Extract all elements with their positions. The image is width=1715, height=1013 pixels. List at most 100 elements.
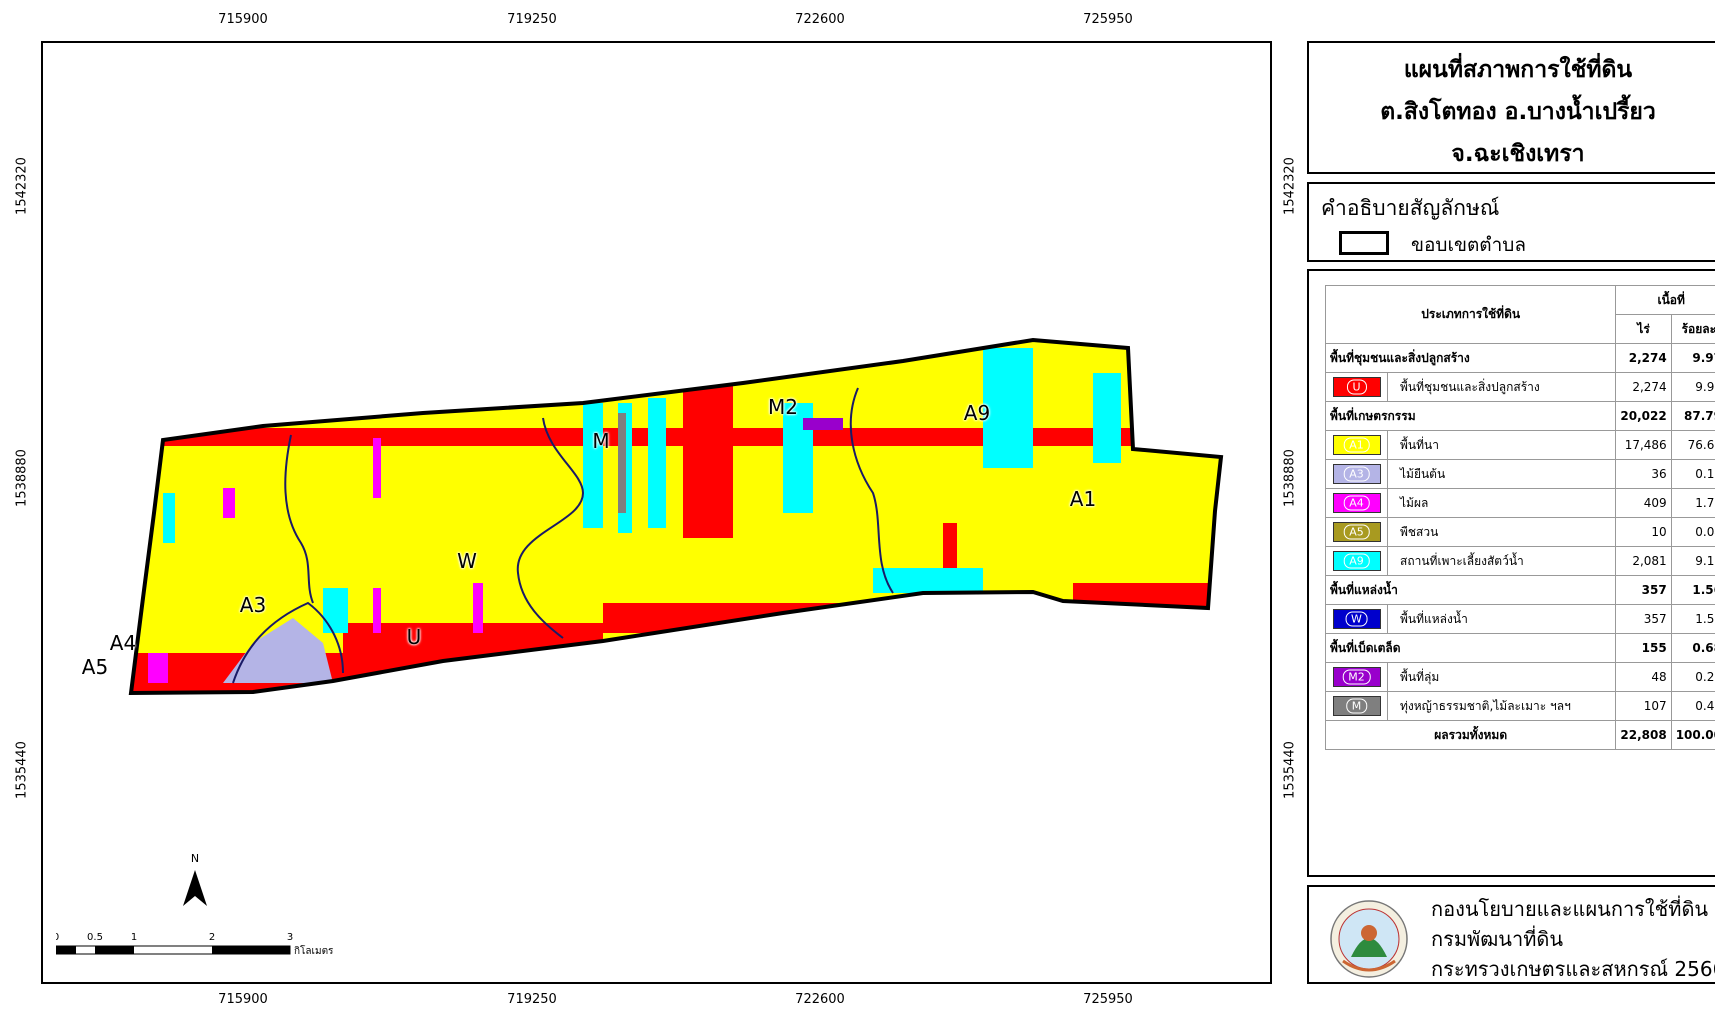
sub-boundary-4 [849, 387, 894, 594]
map-title-line1: แผนที่สภาพการใช้ที่ดิน [1403, 57, 1633, 83]
item-label: ไม้ผล [1386, 488, 1617, 518]
orchard-2 [373, 588, 381, 633]
aquaculture-3 [648, 398, 666, 528]
zone-label-a9: A9 [963, 401, 991, 425]
land-use-table-box: ประเภทการใช้ที่ดิน เนื้อที่ ไร่ ร้อยละ พ… [1307, 269, 1715, 877]
rai-value: 2,081 [1615, 546, 1672, 576]
scale-segment-3 [212, 946, 290, 954]
aquaculture-7 [323, 588, 348, 633]
legend-code: U [1346, 379, 1367, 395]
group-label: พื้นที่เกษตรกรรม [1324, 401, 1617, 431]
rai-value: 20,022 [1615, 401, 1672, 431]
aquaculture-6 [873, 568, 983, 593]
sub-boundary-2 [232, 601, 344, 684]
scale-tick-3: 3 [287, 932, 293, 943]
land-use-map [128, 337, 1224, 696]
item-label: สถานที่เพาะเลี้ยงสัตว์น้ำ [1386, 546, 1617, 576]
legend-swatch: A1 [1332, 435, 1381, 455]
seal-figure-base [1351, 938, 1387, 957]
legend-swatch: M2 [1332, 667, 1381, 687]
aquaculture-5 [1093, 373, 1121, 463]
rai-value: 17,486 [1615, 430, 1672, 460]
code-cell: M2 [1325, 662, 1388, 692]
code-cell: A4 [1325, 488, 1388, 518]
scale-segment-1 [56, 946, 76, 954]
orchard-5 [373, 438, 381, 498]
org-line2: กรมพัฒนาที่ดิน [1431, 927, 1564, 951]
legend-title: คำอธิบายสัญลักษณ์ [1321, 196, 1500, 220]
seal-figure-head [1361, 925, 1377, 941]
rai-value: 409 [1615, 488, 1672, 518]
scale-tick-05: 0.5 [87, 932, 103, 943]
header-rai: ไร่ [1615, 314, 1672, 344]
coord-y-right-2: 1538880 [1282, 449, 1298, 507]
zone-label-u: U [406, 625, 422, 649]
zone-label-m: M [592, 429, 610, 453]
map-frame[interactable]: M2 A9 M A1 W A3 A4 A5 U [41, 41, 1272, 984]
coord-x-bottom-2: 719250 [507, 992, 557, 1007]
legend-code: A9 [1343, 553, 1370, 569]
sub-boundary-1 [284, 434, 314, 604]
legend-code: W [1345, 611, 1368, 627]
map-title-line2: ต.สิงโตทอง อ.บางน้ำเปรี้ยว [1380, 99, 1656, 125]
legend-swatch: A3 [1332, 464, 1381, 484]
item-label: พืชสวน [1386, 517, 1617, 547]
aquaculture-a9 [983, 348, 1033, 468]
code-cell: A5 [1325, 517, 1388, 547]
percent-value: 9.97 [1670, 343, 1715, 373]
org-line3: กระทรวงเกษตรและสหกรณ์ 2566 [1431, 957, 1715, 981]
legend-code: A1 [1343, 437, 1370, 453]
total-label: ผลรวมทั้งหมด [1324, 720, 1617, 750]
scale-tick-1: 1 [131, 932, 137, 943]
orchard-1 [223, 488, 235, 518]
boundary-label: ขอบเขตตำบล [1411, 234, 1526, 256]
scale-tick-2: 2 [209, 932, 215, 943]
north-arrow-icon: N [183, 852, 207, 906]
coord-y-left-1: 1542320 [14, 157, 30, 215]
scale-tick-0: 0 [56, 932, 59, 943]
land-use-table: ประเภทการใช้ที่ดิน เนื้อที่ ไร่ ร้อยละ พ… [1324, 285, 1715, 750]
item-label: พื้นที่ชุมชนและสิ่งปลูกสร้าง [1386, 372, 1617, 402]
zone-label-w: W [457, 549, 477, 573]
scale-segment-2 [95, 946, 134, 954]
community-central-block [683, 383, 733, 538]
sub-boundary-3 [516, 417, 585, 639]
header-area: เนื้อที่ [1615, 285, 1715, 315]
rai-value: 2,274 [1615, 343, 1672, 373]
code-cell: A9 [1325, 546, 1388, 576]
zone-label-a5: A5 [81, 655, 109, 679]
zone-label-m2: M2 [768, 395, 798, 419]
legend-header-box: คำอธิบายสัญลักษณ์ ขอบเขตตำบล [1307, 182, 1715, 262]
legend-code: M [1345, 698, 1368, 714]
legend-code: A4 [1343, 495, 1370, 511]
percent-value: 0.68 [1670, 633, 1715, 663]
percent-value: 0.47 [1670, 691, 1715, 721]
coord-x-top-3: 722600 [795, 12, 845, 27]
coord-y-left-3: 1535440 [14, 741, 30, 799]
legend-swatch: U [1332, 377, 1381, 397]
rai-value: 2,274 [1615, 372, 1672, 402]
sub-boundaries [232, 387, 894, 684]
code-cell: M [1325, 691, 1388, 721]
coord-y-left-2: 1538880 [14, 449, 30, 507]
map-title-line3: จ.ฉะเชิงเทรา [1451, 141, 1585, 167]
code-cell: A1 [1325, 430, 1388, 460]
percent-value: 9.97 [1670, 372, 1715, 402]
footer-box: กองนโยบายและแผนการใช้ที่ดิน กรมพัฒนาที่ด… [1307, 885, 1715, 984]
legend-code: A3 [1343, 466, 1370, 482]
coord-x-top-4: 725950 [1083, 12, 1133, 27]
code-cell: U [1325, 372, 1388, 402]
land-use-table-body: ประเภทการใช้ที่ดิน เนื้อที่ ไร่ ร้อยละ พ… [1324, 285, 1715, 750]
percent-value: 1.56 [1670, 575, 1715, 605]
coord-y-right-3: 1535440 [1282, 741, 1298, 799]
percent-value: 0.21 [1670, 662, 1715, 692]
